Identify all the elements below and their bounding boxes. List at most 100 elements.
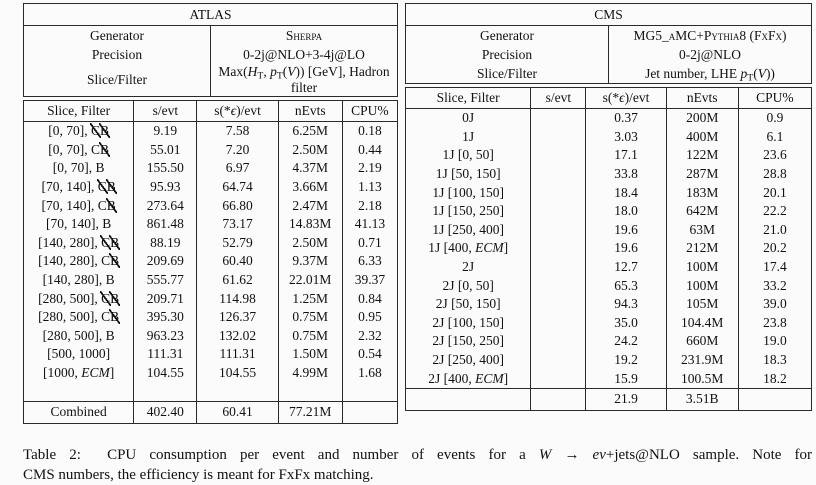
nevts-cell: 100.5M [666,369,739,389]
slice-filter-cell: 2J [100, 150] [405,313,532,333]
combined-cpu-cell [738,387,812,411]
cms-title: CMS [405,3,812,26]
nevts-cell: 22.01M [278,270,343,290]
s-per-evt-cell: 209.71 [133,289,198,308]
nevts-cell: 287M [666,164,739,184]
slice-filter-label: Slice/Filter [405,64,609,84]
table-caption: Table 2: CPU consumption per event and n… [23,445,812,485]
s-per-evt-cell: 555.77 [133,270,198,290]
atlas-title-row: ATLAS [23,3,398,26]
cpu-percent-cell: 1.13 [358,179,382,195]
nevts-cell: 200M [666,108,739,128]
table-row: 2J [250, 400] 19.2 231.9M 18.3 [405,350,812,370]
nevts-cell: 105M [666,294,739,314]
cpu-percent-cell: 0.71 [358,234,382,250]
atlas-combined-row: Combined 402.40 60.41 77.21M [23,400,398,424]
s-per-evt-cell: 55.01 [133,140,198,160]
slice-filter-cell: 1J [150, 250] [405,201,532,221]
cpu-percent-cell: 22.2 [763,203,787,219]
cpu-percent-cell: 0.84 [358,290,382,306]
cms-column-header-row: Slice, Filter s/evt s(*ϵ)/evt nEvts CPU% [405,87,812,109]
column-header: nEvts [666,87,739,109]
table-row: 2J [0, 50] 65.3 100M 33.2 [405,276,812,295]
s-per-evt-cell [530,313,587,333]
s-per-evt-cell [530,146,587,165]
cpu-percent-cell: 23.6 [763,147,787,163]
cpu-percent-cell: 2.32 [358,327,382,343]
slice-filter-cell: 2J [400, ECM] [405,369,532,389]
slice-filter-cell: [70, 140], B [23,214,135,234]
s-eff-per-evt-cell: 19.6 [585,239,667,258]
slice-filter-cell: [70, 140], CB [23,177,135,197]
cpu-percent-cell: 33.2 [763,277,787,293]
s-per-evt-cell [530,108,587,128]
slice-filter-cell: [140, 280], B [23,270,135,290]
cpu-percent-cell: 6.1 [766,128,784,144]
table-row: [0, 70], B 155.50 6.97 4.37M 2.19 [23,159,398,178]
column-header: CPU% [738,87,812,109]
cms-header-box: CMS Generator MG5_aMC+Pythia8 (FxFx) Pre… [405,3,812,84]
atlas-data-table: Slice, Filter s/evt s(*ϵ)/evt nEvts CPU%… [23,100,398,424]
table-row: [1000, ECM] 104.55 104.55 4.99M 1.68 [23,363,398,383]
nevts-cell: 104.4M [666,313,739,333]
cpu-percent-cell: 0.44 [358,141,382,157]
table-row: [0, 70], CB 55.01 7.20 2.50M 0.44 [23,140,398,160]
atlas-table-body: [0, 70], CB 9.19 7.58 6.25M 0.18 [0, 70]… [23,121,398,402]
s-eff-per-evt-cell: 19.6 [585,220,667,240]
cpu-percent-cell: 28.8 [763,166,787,182]
s-eff-per-evt-cell: 24.2 [585,332,667,351]
column-header: nEvts [278,100,343,122]
s-eff-per-evt-cell: 6.97 [196,159,279,178]
cpu-percent-cell: 18.2 [763,370,787,386]
table-row: 1J [100, 150] 18.4 183M 20.1 [405,183,812,202]
combined-s-per-evt-cell [530,387,587,411]
table-row: [70, 140], CB 95.93 64.74 3.66M 1.13 [23,177,398,197]
table-row: 2J [400, ECM] 15.9 100.5M 18.2 [405,369,812,389]
table-row: [280, 500], CB 395.30 126.37 0.75M 0.95 [23,307,398,327]
s-eff-per-evt-cell: 61.62 [196,270,279,290]
precision-label: Precision [23,45,211,64]
s-eff-per-evt-cell: 18.4 [585,183,667,202]
paper-table-page: ATLAS Generator Sherpa Precision 0-2j@NL… [23,3,812,485]
nevts-cell: 2.50M [278,140,343,160]
slice-filter-cell: 1J [0, 50] [405,146,532,165]
table-row: [140, 280], CB 209.69 60.40 9.37M 6.33 [23,252,398,271]
table-row: 2J [50, 150] 94.3 105M 39.0 [405,294,812,314]
precision-label: Precision [405,45,609,64]
table-row: 1J [400, ECM] 19.6 212M 20.2 [405,239,812,258]
column-header: s/evt [530,87,587,109]
slice-filter-cell: [0, 70], B [23,159,135,178]
nevts-cell: 4.99M [278,363,343,383]
s-eff-per-evt-cell: 52.79 [196,233,279,253]
s-per-evt-cell: 155.50 [133,159,198,178]
cpu-percent-cell: 0.95 [358,309,382,325]
cpu-consumption-table: ATLAS Generator Sherpa Precision 0-2j@NL… [23,3,812,424]
s-per-evt-cell [530,127,587,147]
nevts-cell: 3.66M [278,177,343,197]
column-header: Slice, Filter [405,87,532,109]
slice-filter-cell: 1J [400, ECM] [405,239,532,258]
s-per-evt-cell [530,164,587,184]
nevts-cell: 14.83M [278,214,343,234]
cpu-percent-cell: 20.2 [763,240,787,256]
cpu-percent-cell: 21.0 [763,221,787,237]
slice-filter-cell: 1J [250, 400] [405,220,532,240]
s-eff-per-evt-cell: 35.0 [585,313,667,333]
slice-filter-cell: [70, 140], CB [23,196,135,215]
caption-line-1: Table 2: CPU consumption per event and n… [23,446,812,463]
generator-value: MG5_aMC+Pythia8 (FxFx) [633,27,787,43]
cpu-percent-cell: 39.37 [354,272,386,288]
table-row: 1J [0, 50] 17.1 122M 23.6 [405,146,812,165]
s-per-evt-cell: 111.31 [133,345,198,364]
s-eff-per-evt-cell: 15.9 [585,369,667,389]
s-per-evt-cell [530,220,587,240]
generator-label: Generator [405,25,609,45]
nevts-cell: 100M [666,257,739,277]
combined-s-eff-cell: 21.9 [585,387,667,411]
cms-precision-row: Precision 0-2j@NLO [405,45,812,64]
s-eff-per-evt-cell: 33.8 [585,164,667,184]
combined-s-eff-cell: 60.41 [196,400,279,424]
atlas-slice-filter-row: Slice/Filter Max(HT, pT(V)) [GeV], Hadro… [23,64,398,97]
cms-data-table: Slice, Filter s/evt s(*ϵ)/evt nEvts CPU%… [405,87,812,411]
slice-filter-cell: 2J [150, 250] [405,332,532,351]
